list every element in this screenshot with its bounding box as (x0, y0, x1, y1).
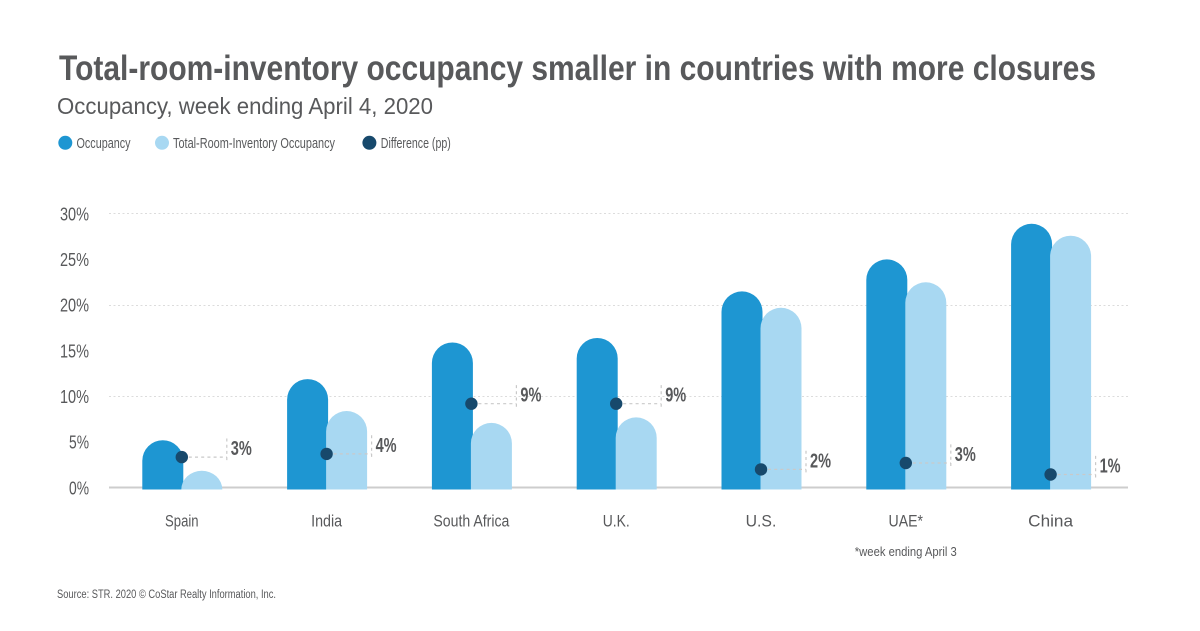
svg-text:15%: 15% (60, 341, 89, 361)
svg-text:9%: 9% (520, 385, 541, 407)
svg-text:4%: 4% (376, 435, 397, 457)
svg-text:5%: 5% (69, 433, 89, 453)
svg-text:3%: 3% (955, 444, 976, 466)
svg-text:Source: STR. 2020 © CoStar Rea: Source: STR. 2020 © CoStar Realty Inform… (57, 589, 276, 601)
svg-text:30%: 30% (60, 204, 89, 224)
svg-text:India: India (311, 513, 343, 531)
svg-text:10%: 10% (60, 387, 89, 407)
svg-text:Total-room-inventory occupancy: Total-room-inventory occupancy smaller i… (59, 48, 1096, 88)
svg-text:Total-Room-Inventory Occupancy: Total-Room-Inventory Occupancy (173, 135, 335, 152)
svg-text:*week ending April 3: *week ending April 3 (855, 545, 957, 559)
svg-text:20%: 20% (60, 296, 89, 316)
svg-text:25%: 25% (60, 250, 89, 270)
svg-text:U.S.: U.S. (746, 513, 777, 531)
svg-text:U.K.: U.K. (603, 513, 630, 531)
svg-text:Occupancy: Occupancy (77, 135, 131, 152)
svg-text:3%: 3% (231, 438, 252, 460)
svg-text:0%: 0% (69, 478, 89, 498)
svg-text:Occupancy, week ending April 4: Occupancy, week ending April 4, 2020 (57, 93, 433, 119)
svg-text:1%: 1% (1100, 456, 1121, 478)
svg-text:UAE*: UAE* (889, 513, 924, 531)
svg-text:2%: 2% (810, 450, 831, 472)
svg-text:Spain: Spain (165, 513, 199, 531)
svg-text:South Africa: South Africa (433, 513, 510, 531)
svg-text:9%: 9% (665, 385, 686, 407)
svg-text:China: China (1028, 513, 1074, 531)
svg-text:Difference (pp): Difference (pp) (381, 135, 451, 152)
